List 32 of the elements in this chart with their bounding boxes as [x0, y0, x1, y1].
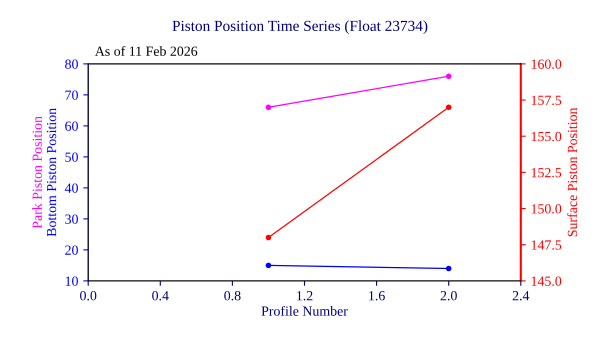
- x-tick-label: 1.6: [369, 291, 385, 300]
- point: [266, 262, 272, 268]
- x-tick-label: 1.2: [297, 291, 312, 300]
- y-tick-label: 10: [66, 276, 78, 286]
- y-tick-label: 80: [65, 59, 78, 69]
- y-tick-label: 50: [65, 152, 78, 162]
- y2-tick-label: 147.5: [532, 240, 562, 250]
- chart-title: Piston Position Time Series (Float 23734): [172, 20, 428, 34]
- chart-subtitle: As of 11 Feb 2026: [94, 46, 198, 56]
- point: [446, 266, 452, 272]
- y-axis-title: Bottom Piston Position: [46, 108, 56, 236]
- y-tick-label: 70: [66, 90, 78, 100]
- y-tick-label: 30: [65, 214, 78, 224]
- y2-axis-title: Surface Piston Position: [567, 108, 578, 236]
- y-tick-label: 20: [65, 245, 78, 255]
- y2-tick-label: 160.0: [532, 59, 562, 69]
- point: [446, 74, 452, 80]
- y-tick-label: 60: [65, 121, 78, 131]
- x-axis-title: Profile Number: [262, 306, 348, 316]
- x-tick-label: 0.8: [224, 291, 241, 300]
- y2-tick-label: 150.0: [532, 204, 562, 214]
- x-tick-label: 2.0: [440, 291, 457, 300]
- point: [266, 104, 272, 110]
- x-tick-label: 2.4: [512, 291, 530, 300]
- y-tick-label: 40: [64, 183, 78, 193]
- x-tick-label: 0.4: [152, 291, 169, 300]
- y2-tick-label: 152.5: [532, 168, 562, 178]
- text: Park Piston Position: [32, 116, 42, 228]
- x-tick-label: 0.0: [80, 291, 96, 300]
- y2-tick-label: 157.5: [532, 96, 562, 106]
- y2-tick-label: 145.0: [532, 276, 562, 286]
- y2-tick-label: 155.0: [532, 132, 562, 142]
